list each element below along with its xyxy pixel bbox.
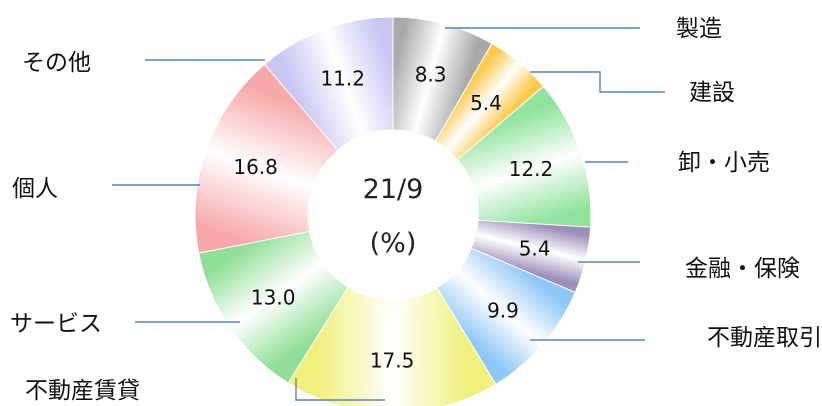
category-label: その他: [22, 50, 91, 76]
category-label: 不動産取引: [707, 325, 822, 351]
slice-value-label: 5.4: [519, 236, 551, 260]
category-label: 金融・保険: [685, 256, 800, 282]
center-label-line-2: (%): [370, 228, 417, 259]
slice-value-label: 11.2: [320, 66, 365, 90]
donut-slice: [194, 63, 339, 254]
slice-value-label: 9.9: [487, 298, 519, 322]
category-label: 不動産賃貸: [25, 378, 140, 404]
donut-slice: [287, 286, 497, 406]
category-label: 卸・小売: [678, 150, 770, 176]
slice-value-label: 8.3: [415, 62, 447, 86]
slice-value-label: 12.2: [509, 157, 554, 181]
slice-value-label: 5.4: [470, 91, 502, 115]
category-label: 製造: [676, 16, 722, 42]
value-labels: 8.3 5.4 12.2 5.4 9.9 17.5 13.0 16.8 11.2: [233, 62, 553, 372]
leader-line: [295, 378, 385, 401]
slices-layer: [194, 16, 592, 406]
category-label: 個人: [12, 176, 58, 202]
category-label: 建設: [689, 80, 735, 106]
donut-slice: [263, 16, 394, 152]
slice-value-label: 13.0: [251, 286, 296, 310]
slice-value-label: 17.5: [370, 348, 415, 372]
center-label: 21/9 (%): [363, 174, 424, 259]
center-label-line-1: 21/9: [363, 174, 424, 205]
leader-lines: [112, 27, 665, 401]
category-label: サービス: [10, 311, 102, 337]
leader-line: [530, 71, 665, 93]
slice-value-label: 16.8: [233, 155, 278, 179]
